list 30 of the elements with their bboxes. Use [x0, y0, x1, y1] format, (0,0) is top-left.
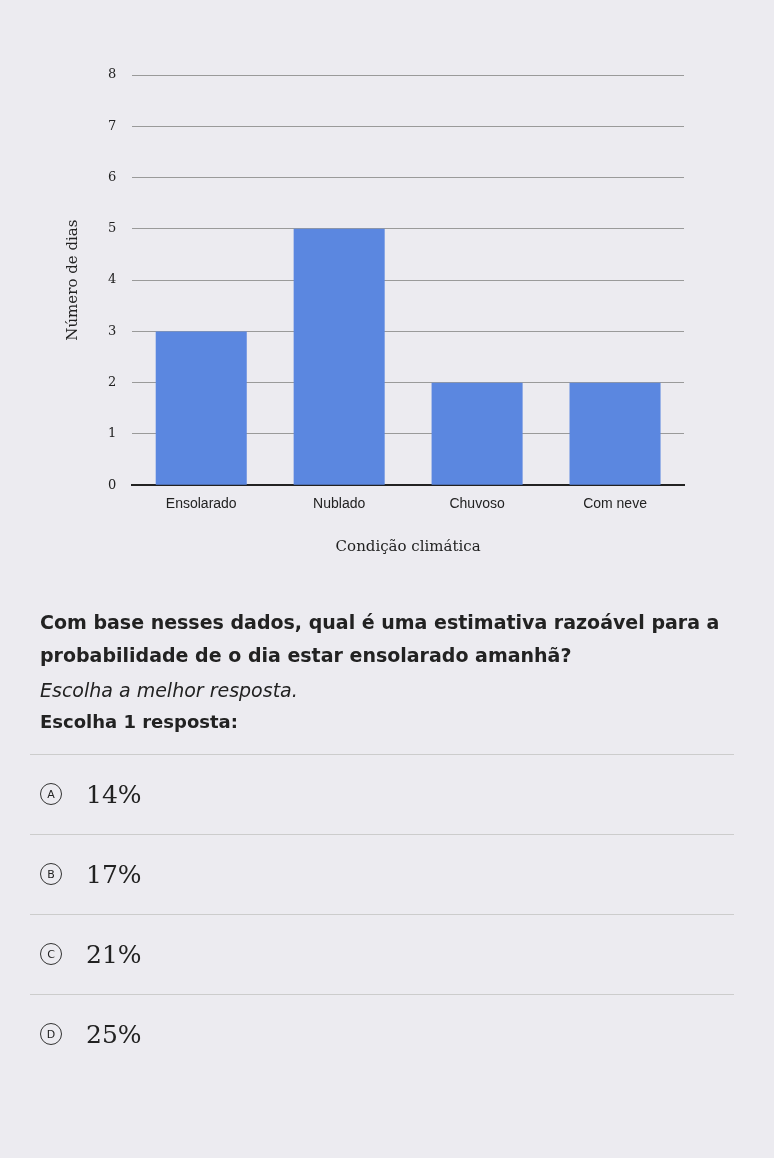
x-tick-label: Nublado: [313, 495, 366, 512]
text: C: [40, 943, 62, 965]
bar: [569, 382, 661, 485]
text: 17%: [86, 859, 142, 889]
y-tick-label: 3: [107, 322, 117, 338]
y-axis-title: Número de dias: [62, 219, 81, 341]
text: B: [40, 863, 62, 885]
y-tick-label: 7: [107, 117, 117, 133]
bar: [431, 382, 523, 485]
x-tick-label: Com neve: [583, 495, 648, 512]
y-tick-label: 5: [107, 220, 117, 236]
x-tick-label: Chuvoso: [449, 495, 505, 512]
text: 21%: [86, 939, 142, 969]
y-tick-label: 0: [107, 476, 117, 492]
bar: [293, 228, 385, 485]
y-tick-label: 6: [107, 168, 117, 184]
text: Escolha a melhor resposta.: [40, 678, 299, 701]
text: 14%: [86, 779, 142, 809]
y-tick-label: 8: [107, 66, 117, 82]
y-tick-label: 1: [107, 425, 117, 441]
text: A: [40, 783, 62, 805]
text: Com base nesses dados, qual é uma estimativa razoável para a probabilidade de o dia estar ensolarado amanhã?: [40, 610, 721, 669]
y-tick-label: 2: [107, 374, 117, 390]
x-tick-label: Ensolarado: [165, 495, 237, 512]
text: 25%: [86, 1019, 142, 1049]
x-axis-title: Condição climática: [335, 536, 481, 555]
text: D: [40, 1023, 62, 1045]
y-tick-label: 4: [107, 271, 117, 287]
text: Escolha 1 resposta:: [40, 710, 239, 732]
bar: [155, 331, 247, 485]
